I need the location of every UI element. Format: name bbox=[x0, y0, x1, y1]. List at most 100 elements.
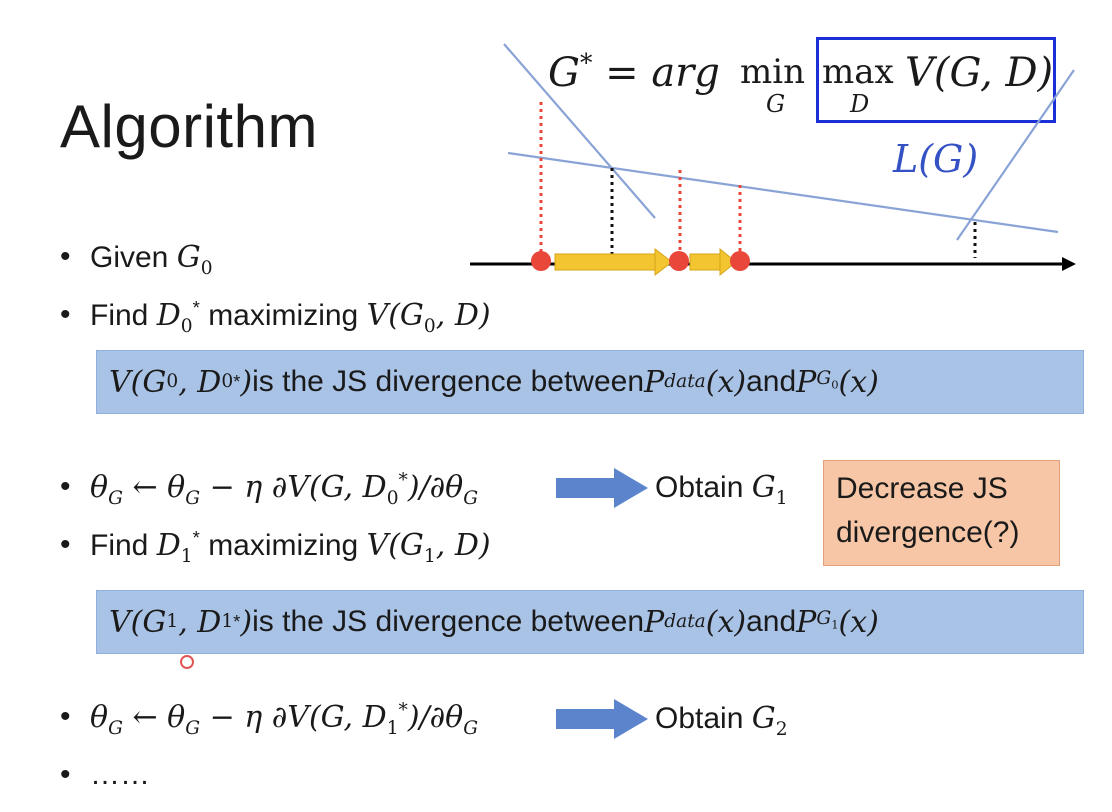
box2-p-data-x: (x) bbox=[705, 604, 747, 640]
theta-sub: G bbox=[108, 718, 123, 739]
bullet-given-text: Given G0 bbox=[90, 240, 213, 278]
theta-2: θ bbox=[167, 470, 186, 505]
gradient-denom: )/∂θ bbox=[407, 700, 464, 735]
bullet-dot: • bbox=[60, 240, 71, 273]
obtain-g1: Obtain G1 bbox=[655, 470, 788, 508]
obtain-label: Obtain bbox=[655, 702, 752, 735]
box2-paren: ) bbox=[240, 604, 253, 640]
gradient-denom-sub: G bbox=[463, 488, 479, 509]
right-arrow-icon-2 bbox=[556, 699, 648, 739]
box1-p-data: P bbox=[644, 364, 665, 400]
slide-title: Algorithm bbox=[60, 93, 318, 160]
red-point-3 bbox=[730, 251, 750, 271]
box2-and: and bbox=[746, 605, 797, 638]
theta-sub: G bbox=[108, 488, 123, 509]
gradient: − η ∂V(G, D bbox=[200, 470, 387, 505]
box1-paren: ) bbox=[240, 364, 253, 400]
formula-star: * bbox=[579, 48, 593, 78]
box2-p-g-sub-1: 1 bbox=[831, 617, 839, 632]
given-g-sub: 0 bbox=[200, 258, 213, 279]
tangent-line-right bbox=[956, 69, 1075, 241]
find-label: Find bbox=[90, 529, 157, 562]
bullet-dot: • bbox=[60, 528, 71, 561]
box2-v: V(G bbox=[109, 604, 167, 640]
objective-formula: G* = arg bbox=[548, 50, 720, 96]
d-sup: * bbox=[192, 527, 200, 548]
v-sub: 1 bbox=[423, 546, 436, 567]
box1-p-g-sub-g: G bbox=[816, 368, 832, 390]
given-label: Given bbox=[90, 241, 177, 274]
bullet-dot: • bbox=[60, 470, 71, 503]
gradient-d-sup: * bbox=[398, 470, 408, 491]
formula-min: min bbox=[740, 52, 806, 92]
bullet-dot: • bbox=[60, 298, 71, 331]
given-g: G bbox=[176, 240, 201, 275]
pointer-cursor bbox=[180, 655, 194, 669]
box1-p-g-sub-0: 0 bbox=[831, 377, 839, 392]
v-symbol: V(G bbox=[366, 528, 424, 563]
bullet-dot: • bbox=[60, 700, 71, 733]
box2-p-g: P bbox=[796, 604, 817, 640]
update-2-formula: θG ← θG − η ∂V(G, D1*)/∂θG bbox=[90, 700, 478, 738]
left-arrow: ← bbox=[122, 470, 168, 505]
js-divergence-box-2: V(G 1, D 1 *) is the JS divergence between … bbox=[96, 590, 1084, 654]
obtain-g-sub: 1 bbox=[775, 488, 788, 509]
gradient-denom-sub: G bbox=[463, 718, 479, 739]
obtain-g: G bbox=[751, 701, 776, 736]
box2-p-g-sub: G1 bbox=[816, 609, 838, 630]
right-arrow-icon-1 bbox=[556, 468, 648, 508]
formula-equals: = bbox=[592, 50, 652, 96]
obtain-g2: Obtain G2 bbox=[655, 701, 788, 739]
ellipsis-text: …… bbox=[90, 758, 150, 791]
box1-p-g: P bbox=[796, 364, 817, 400]
red-point-1 bbox=[531, 251, 551, 271]
v-sub: 0 bbox=[423, 316, 436, 337]
box1-p-data-x: (x) bbox=[705, 364, 747, 400]
yellow-arrow-1-head bbox=[654, 247, 673, 277]
formula-arg: arg bbox=[651, 50, 720, 96]
yellow-arrow-2-head bbox=[719, 247, 737, 277]
find-label: Find bbox=[90, 299, 157, 332]
box2-p-data: P bbox=[644, 604, 665, 640]
theta-2-sub: G bbox=[185, 718, 201, 739]
box2-p-g-sub-g: G bbox=[816, 608, 832, 630]
v-symbol: V(G bbox=[366, 298, 424, 333]
box1-p-g-sub: G0 bbox=[816, 369, 838, 390]
obtain-label: Obtain bbox=[655, 471, 752, 504]
v-rest: , D) bbox=[435, 298, 491, 333]
gradient: − η ∂V(G, D bbox=[200, 700, 387, 735]
theta-2: θ bbox=[167, 700, 186, 735]
box1-d: , D bbox=[178, 364, 222, 400]
d-symbol: D bbox=[156, 528, 181, 563]
red-point-2 bbox=[669, 251, 689, 271]
formula-max: max bbox=[822, 52, 894, 92]
max-highlight-box bbox=[816, 37, 1056, 123]
bullet-find-d0-text: Find D0* maximizing V(G0, D) bbox=[90, 297, 491, 336]
yellow-arrow-1-body bbox=[554, 253, 656, 271]
d-sub: 0 bbox=[180, 316, 193, 337]
gradient-d-sub: 0 bbox=[386, 488, 399, 509]
box2-text: is the JS divergence between bbox=[252, 605, 645, 638]
loss-diagram bbox=[470, 43, 1076, 277]
left-arrow: ← bbox=[122, 700, 168, 735]
tangent-line-middle bbox=[507, 151, 1059, 234]
decrease-js-note: Decrease JS divergence(?) bbox=[823, 460, 1060, 566]
box1-and: and bbox=[746, 365, 797, 398]
update-1-formula: θG ← θG − η ∂V(G, D0*)/∂θG bbox=[90, 470, 478, 508]
formula-min-sub: G bbox=[766, 90, 786, 118]
box2-p-g-x: (x) bbox=[838, 604, 879, 640]
box1-v: V(G bbox=[109, 364, 167, 400]
theta-2-sub: G bbox=[185, 488, 201, 509]
d-sup: * bbox=[192, 297, 200, 318]
obtain-g-sub: 2 bbox=[775, 719, 788, 740]
yellow-arrow-2-body bbox=[689, 253, 721, 271]
v-rest: , D) bbox=[435, 528, 491, 563]
bullet-find-d1-text: Find D1* maximizing V(G1, D) bbox=[90, 527, 491, 566]
box1-p-g-x: (x) bbox=[838, 364, 879, 400]
bullet-dot: • bbox=[60, 758, 71, 791]
maximizing-label: maximizing bbox=[199, 299, 367, 332]
gradient-d-sub: 1 bbox=[386, 718, 399, 739]
gradient-denom: )/∂θ bbox=[407, 470, 464, 505]
maximizing-label: maximizing bbox=[199, 529, 367, 562]
d-sub: 1 bbox=[180, 546, 193, 567]
